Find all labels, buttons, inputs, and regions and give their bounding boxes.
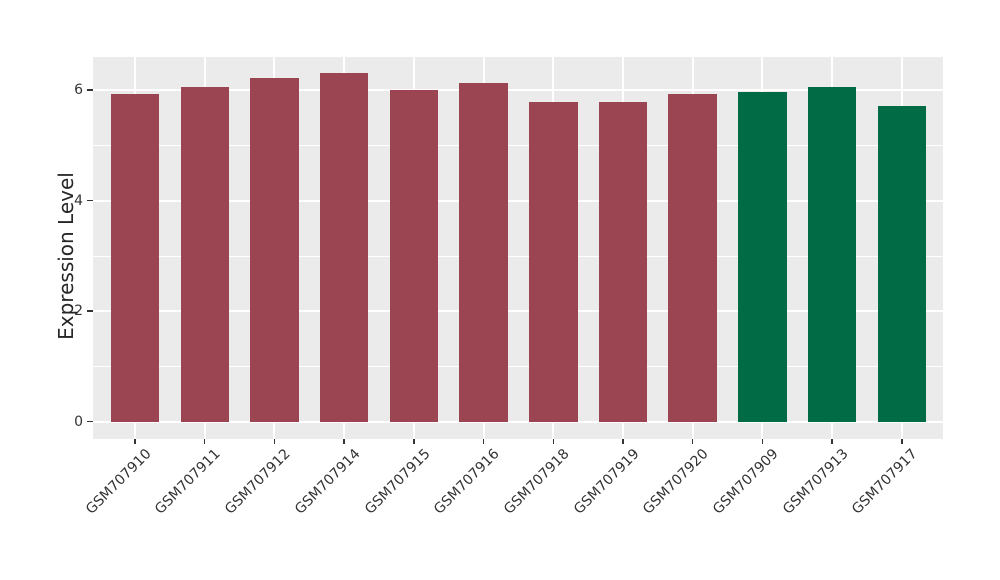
x-tick-mark: [831, 439, 833, 444]
x-tick-mark: [413, 439, 415, 444]
bar-GSM707911: [180, 86, 229, 422]
gridline-major-horizontal: [93, 89, 943, 91]
bar-GSM707919: [598, 102, 648, 422]
gridline-minor-horizontal: [93, 255, 943, 257]
x-tick-label-text: GSM707914: [291, 446, 364, 518]
y-tick-mark: [87, 199, 93, 202]
plot-panel: [93, 57, 943, 439]
bar-GSM707912: [250, 77, 299, 422]
gridline-minor-horizontal: [93, 366, 943, 368]
x-tick-mark: [622, 439, 624, 444]
y-tick-mark: [87, 89, 93, 91]
gridline-major-horizontal: [93, 420, 943, 423]
x-tick-label-text: GSM707920: [640, 446, 712, 518]
x-tick-label-text: GSM707917: [849, 446, 922, 518]
x-tick-mark: [482, 439, 485, 444]
y-tick-label: 2: [74, 303, 83, 320]
y-axis-title: Expression Level: [54, 172, 78, 340]
x-tick-label-text: GSM707913: [779, 446, 852, 518]
bar-GSM707910: [110, 94, 160, 422]
x-tick-label-text: GSM707915: [361, 446, 434, 518]
x-tick-label-text: GSM707911: [152, 446, 225, 518]
x-tick-label-text: GSM707918: [500, 446, 573, 518]
x-tick-mark: [343, 439, 345, 444]
x-tick-mark: [273, 439, 276, 444]
gridline-major-horizontal: [93, 310, 943, 313]
gridline-minor-horizontal: [93, 145, 943, 147]
bar-GSM707916: [459, 82, 508, 422]
x-tick-mark: [134, 439, 136, 444]
bar-GSM707920: [668, 94, 717, 422]
y-tick-label: 0: [74, 413, 83, 430]
x-tick-mark: [691, 439, 694, 444]
x-tick-label-text: GSM707910: [82, 446, 155, 518]
x-tick-mark: [761, 439, 764, 444]
x-tick-label-text: GSM707912: [222, 446, 294, 518]
bar-GSM707913: [807, 87, 857, 422]
x-tick-label-text: GSM707919: [570, 446, 643, 518]
y-tick-mark: [87, 420, 93, 423]
y-tick-label: 4: [74, 192, 83, 209]
y-tick-label: 6: [74, 82, 83, 98]
x-tick-mark: [552, 439, 554, 444]
y-tick-mark: [87, 310, 93, 312]
bar-GSM707915: [389, 89, 439, 422]
x-tick-mark: [901, 439, 903, 444]
x-tick-label-text: GSM707916: [431, 446, 503, 518]
bar-GSM707917: [877, 105, 926, 422]
x-tick-label-text: GSM707909: [710, 446, 782, 518]
bar-GSM707914: [319, 73, 369, 422]
bar-GSM707909: [738, 92, 787, 422]
bar-GSM707918: [529, 101, 578, 422]
gridline-major-horizontal: [93, 199, 943, 202]
x-tick-mark: [203, 439, 206, 444]
